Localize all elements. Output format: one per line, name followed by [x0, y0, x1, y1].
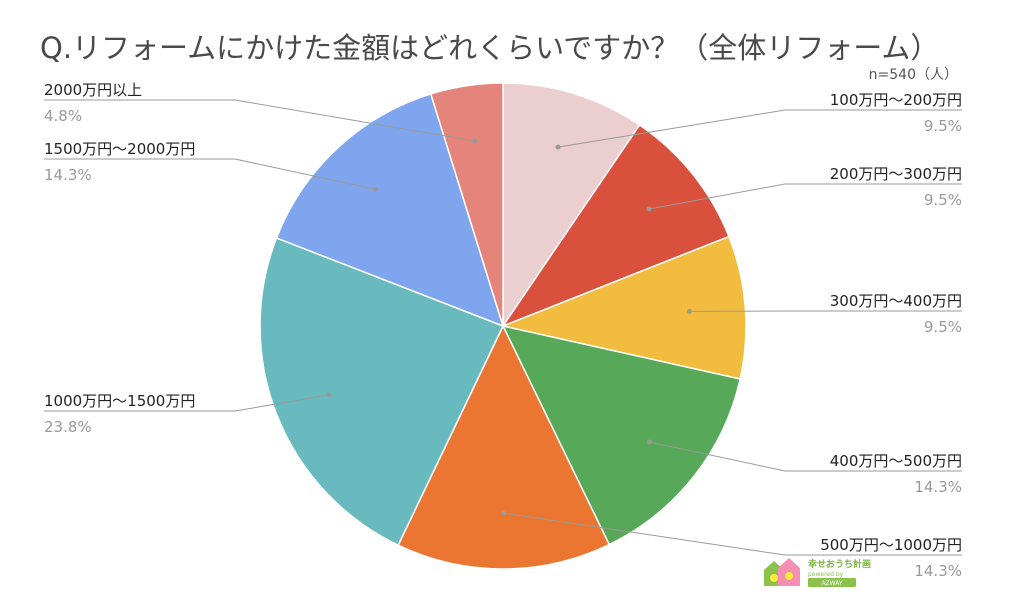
- pie-slices: [259, 82, 747, 570]
- pie-slice: [502, 82, 641, 329]
- slice-value-label: 9.5%: [924, 191, 962, 209]
- leader-line: [44, 99, 475, 142]
- leader-line: [649, 441, 962, 472]
- pie-slice: [259, 236, 505, 547]
- logo-badge: [808, 578, 856, 587]
- leader-line: [44, 158, 376, 190]
- slice-value-label: 14.3%: [914, 478, 962, 496]
- chart-title: Q.リフォームにかけた金額はどれくらいですか？（全体リフォーム）: [40, 31, 939, 65]
- slice-label: 500万円～1000万円: [820, 536, 962, 554]
- leader-line: [44, 394, 330, 412]
- slice-value-label: 4.8%: [44, 107, 82, 125]
- slice-label: 1500万円～2000万円: [44, 140, 195, 158]
- brand-logo: 幸せおうち計画 powered by AZWAY: [764, 558, 871, 587]
- slice-value-label: 23.8%: [44, 418, 92, 436]
- slice-labels: 100万円～200万円 9.5% 200万円～300万円 9.5% 300万円～400万…: [44, 81, 962, 580]
- face-icon: [785, 572, 793, 580]
- slice-label: 400万円～500万円: [830, 452, 962, 470]
- pie-slice: [501, 123, 730, 328]
- leader-line: [648, 183, 962, 210]
- slice-value-label: 9.5%: [924, 318, 962, 336]
- slice-label: 200万円～300万円: [830, 165, 962, 183]
- slice-value-label: 9.5%: [924, 117, 962, 135]
- logo-brand: AZWAY: [821, 580, 842, 587]
- leader-lines: [44, 99, 962, 556]
- face-icon: [770, 574, 778, 582]
- slice-label: 100万円～200万円: [830, 91, 962, 109]
- slice-label: 2000万円以上: [44, 81, 142, 99]
- slice-label: 1000万円～1500万円: [44, 392, 195, 410]
- pie-slice: [397, 324, 611, 570]
- pie-slice: [500, 235, 747, 380]
- logo-text: 幸せおうち計画: [808, 558, 871, 570]
- slice-value-label: 14.3%: [914, 562, 962, 580]
- pie-slice: [429, 82, 504, 327]
- slice-value-label: 14.3%: [44, 166, 92, 184]
- pie-slice: [275, 93, 505, 328]
- leader-line: [557, 109, 962, 148]
- pie-slice: [501, 324, 742, 546]
- slice-label: 300万円～400万円: [830, 292, 962, 310]
- logo-subtext: powered by: [808, 571, 844, 578]
- sample-size-note: n=540（人）: [869, 67, 958, 83]
- leader-line: [503, 512, 962, 556]
